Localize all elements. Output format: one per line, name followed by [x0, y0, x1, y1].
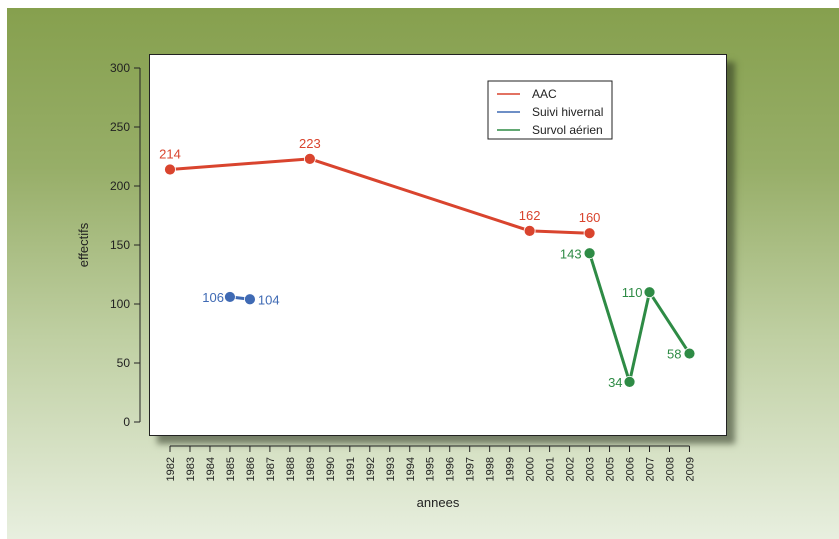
x-tick-label: 2001: [545, 457, 557, 481]
series-aac: 214 223 162 160: [159, 136, 601, 240]
x-tick-label: 1987: [265, 457, 277, 481]
legend-label: AAC: [532, 87, 557, 101]
x-tick-label: 1993: [385, 457, 397, 481]
x-tick-label: 1995: [425, 457, 437, 481]
data-label: 223: [299, 136, 321, 151]
x-tick-label: 2005: [605, 457, 617, 481]
x-tick-label: 2009: [684, 457, 696, 481]
legend-label: Survol aérien: [532, 123, 603, 137]
y-tick-label: 0: [123, 415, 130, 429]
data-label: 34: [608, 375, 622, 390]
data-point: [623, 375, 636, 388]
data-point: [523, 224, 536, 237]
data-point: [224, 291, 236, 303]
series-line: [169, 157, 590, 235]
x-tick-label: 1988: [285, 457, 297, 481]
y-axis-title: effectifs: [76, 222, 91, 267]
data-point: [164, 163, 176, 176]
x-tick-label: 1982: [165, 457, 177, 481]
y-tick-label: 50: [117, 356, 131, 370]
series-layer: 214 223 162 160 106 104 143 34 110 58: [159, 136, 696, 390]
series-line: [588, 252, 691, 384]
y-tick-label: 250: [110, 120, 130, 134]
legend: AAC Suivi hivernal Survol aérien: [487, 80, 613, 140]
x-tick-label: 1985: [225, 457, 237, 481]
x-tick-label: 1991: [345, 457, 357, 481]
y-tick-label: 100: [110, 297, 130, 311]
data-label: 106: [202, 290, 224, 305]
data-label: 58: [667, 347, 681, 362]
y-tick-label: 200: [110, 179, 130, 193]
y-tick-label: 150: [110, 238, 130, 252]
data-point: [683, 347, 696, 360]
data-label: 214: [159, 146, 181, 161]
data-label: 162: [519, 208, 541, 223]
data-label: 110: [622, 285, 643, 300]
x-tick-label: 2007: [645, 457, 657, 481]
series-survol-a-rien: 143 34 110 58: [560, 246, 696, 390]
x-tick-label: 1990: [325, 457, 337, 481]
data-label: 143: [560, 246, 582, 261]
x-tick-label: 1984: [205, 457, 217, 481]
data-point: [303, 152, 316, 165]
x-tick-label: 2002: [565, 457, 577, 481]
x-tick-label: 1983: [185, 457, 197, 481]
data-label: 104: [258, 292, 280, 307]
series-suivi-hivernal: 106 104: [202, 290, 279, 307]
x-tick-label: 2006: [625, 457, 637, 481]
x-tick-label: 1994: [405, 457, 417, 481]
x-axis: 1982 1983 1984 1985 1986 1987 1988 1989 1990 1991…: [165, 445, 696, 481]
data-point: [244, 293, 256, 306]
x-tick-label: 1999: [505, 457, 517, 481]
x-tick-label: 2003: [585, 457, 597, 481]
x-tick-label: 1986: [245, 457, 257, 481]
x-tick-label: 1998: [485, 457, 497, 481]
data-label: 160: [579, 210, 601, 225]
x-tick-label: 1997: [465, 457, 477, 481]
data-point: [643, 286, 656, 299]
data-point: [583, 227, 596, 240]
y-axis: 0 50 100 150 200 250 300: [110, 61, 141, 429]
x-tick-label: 2008: [665, 457, 677, 481]
y-tick-label: 300: [110, 61, 130, 75]
x-tick-label: 2000: [525, 457, 537, 481]
data-point: [583, 247, 596, 260]
x-axis-title: annees: [417, 495, 460, 510]
x-tick-label: 1992: [365, 457, 377, 481]
x-tick-label: 1996: [445, 457, 457, 481]
legend-label: Suivi hivernal: [532, 105, 603, 119]
x-tick-label: 1989: [305, 457, 317, 481]
